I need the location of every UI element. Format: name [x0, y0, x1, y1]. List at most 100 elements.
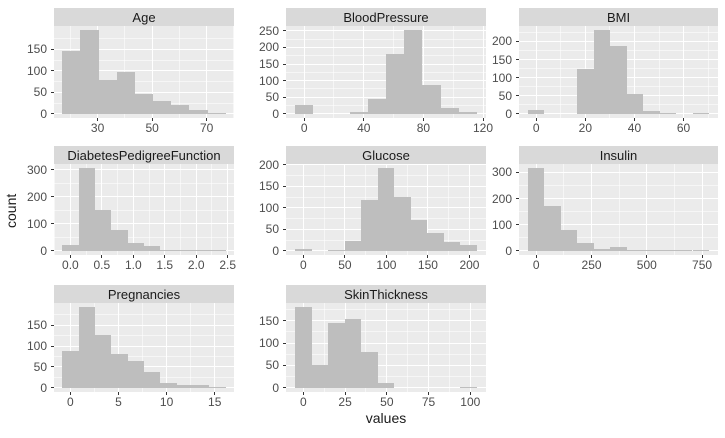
x-tick-mark: [591, 255, 593, 258]
y-tick-mark: [283, 342, 286, 344]
facet-title: Pregnancies: [107, 286, 181, 302]
gridline-x-minor: [407, 303, 409, 392]
gridline-y-major: [519, 40, 718, 42]
gridline-x-major: [386, 303, 388, 392]
facet-body: 0 50 100 150: [14, 303, 234, 395]
y-tick-mark: [283, 250, 286, 252]
y-tick-label: 300: [26, 162, 47, 177]
facet-grid: Age 0 50 100 150 30 50 70 BloodPressure 0 50 100 150…: [14, 8, 725, 410]
y-tick-label: 150: [258, 179, 279, 194]
x-tick-mark: [701, 255, 703, 258]
x-tick-label: 750: [692, 258, 713, 272]
gridline-x-minor: [117, 164, 119, 255]
histogram-bar: [127, 242, 144, 251]
gridline-x-minor: [148, 164, 150, 255]
y-tick-mark: [283, 320, 286, 322]
histogram-bar: [377, 168, 395, 251]
histogram-bar: [160, 249, 177, 251]
x-tick-mark: [584, 118, 586, 121]
gridline-y-major: [54, 70, 234, 72]
x-tick-label: 40: [357, 121, 371, 135]
y-tick-label: 100: [491, 70, 512, 85]
x-tick-mark: [214, 392, 216, 395]
facet-panel-pregnancies: [54, 303, 234, 392]
y-axis: 0 100 200 300: [486, 164, 519, 257]
histogram-bar: [610, 46, 627, 114]
histogram-bar: [394, 196, 411, 251]
x-tick-label: 100: [376, 258, 397, 272]
histogram-bar: [111, 229, 128, 251]
y-tick-label: 150: [26, 318, 47, 333]
histogram-bar: [295, 307, 312, 388]
x-tick-label: 100: [460, 395, 481, 409]
gridline-x-major: [303, 26, 305, 118]
gridline-x-minor: [142, 303, 144, 392]
histogram-bar: [62, 245, 79, 251]
histogram-bar: [328, 322, 345, 388]
gridline-x-minor: [448, 303, 450, 392]
histogram-bar: [349, 111, 368, 114]
x-tick-label: 50: [338, 258, 352, 272]
histogram-bar: [344, 240, 362, 251]
facet-strip: SkinThickness: [286, 285, 486, 303]
y-tick-label: 50: [33, 359, 47, 374]
gridline-y-major: [54, 223, 234, 225]
facet-cell-bmi: BMI 0 50 100 150 200 0 20 40 60: [486, 8, 725, 146]
histogram-bar: [144, 371, 161, 388]
facet-strip: Age: [54, 8, 234, 26]
x-tick-label: 25: [338, 395, 352, 409]
x-tick-mark: [344, 392, 346, 395]
histogram-bar: [111, 353, 128, 388]
histogram-bar: [193, 385, 210, 388]
gridline-x-major: [227, 164, 229, 255]
facet-strip: Pregnancies: [54, 285, 234, 303]
y-tick-label: 100: [491, 217, 512, 232]
gridline-y-minor: [286, 308, 486, 310]
facet-cell-bloodpressure: BloodPressure 0 50 100 150 200 250 0 40 80 120: [242, 8, 493, 146]
facet-title: Insulin: [599, 147, 638, 163]
y-tick-mark: [516, 113, 519, 115]
histogram-bar: [528, 110, 545, 114]
facet-strip: DiabetesPedigreeFunction: [54, 146, 234, 164]
x-axis: 0 25 50 75 100: [286, 392, 486, 410]
gridline-y-major: [286, 387, 486, 389]
gridline-x-major: [151, 26, 153, 118]
y-tick-label: 0: [40, 380, 47, 395]
x-tick-label: 2.0: [187, 258, 205, 272]
x-tick-label: 120: [473, 121, 494, 135]
facet-body: 0 50 100 150 200: [242, 159, 486, 257]
y-tick-label: 100: [26, 63, 47, 78]
gridline-x-minor: [563, 164, 565, 255]
histogram-bar: [361, 351, 378, 388]
histogram-bar: [176, 250, 194, 251]
gridline-x-major: [535, 26, 537, 118]
gridline-y-minor: [54, 314, 234, 316]
gridline-y-major: [519, 224, 718, 226]
histogram-bar: [440, 108, 459, 114]
y-tick-mark: [283, 164, 286, 166]
facet-cell-age: Age 0 50 100 150 30 50 70: [14, 8, 242, 146]
gridline-x-minor: [333, 26, 335, 118]
y-tick-mark: [516, 95, 519, 97]
gridline-x-major: [302, 164, 304, 255]
x-tick-mark: [195, 255, 197, 258]
y-tick-mark: [516, 224, 519, 226]
histogram-bar: [209, 387, 226, 388]
histogram-bar: [94, 335, 112, 388]
gridline-x-major: [164, 164, 166, 255]
y-tick-label: 100: [258, 336, 279, 350]
gridline-x-minor: [180, 164, 181, 255]
y-tick-mark: [51, 48, 54, 50]
facet-cell-glucose: Glucose 0 50 100 150 200 0 50 100 150 200: [242, 146, 486, 285]
x-tick-mark: [101, 255, 103, 258]
gridline-y-minor: [286, 331, 486, 333]
histogram-bar: [659, 113, 677, 114]
gridline-x-major: [344, 164, 346, 255]
gridline-y-major: [54, 324, 234, 326]
x-axis: 0 40 80 120: [286, 118, 493, 136]
gridline-x-major: [69, 164, 71, 255]
x-tick-label: 2.5: [219, 258, 237, 272]
y-tick-label: 50: [498, 88, 512, 103]
y-tick-mark: [51, 223, 54, 225]
gridline-x-major: [422, 26, 424, 118]
